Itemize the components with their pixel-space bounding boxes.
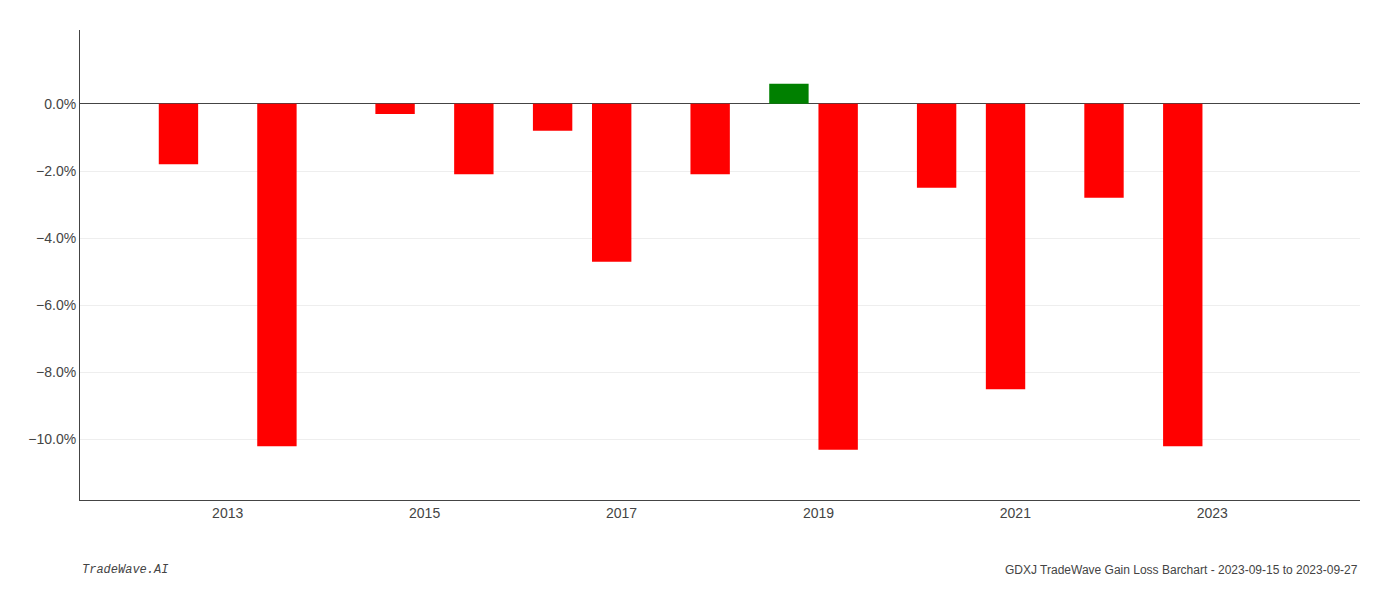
svg-text:−10.0%: −10.0% bbox=[28, 431, 76, 447]
svg-text:2019: 2019 bbox=[803, 505, 834, 521]
svg-text:−6.0%: −6.0% bbox=[36, 297, 76, 313]
svg-text:0.0%: 0.0% bbox=[44, 96, 76, 112]
svg-text:2023: 2023 bbox=[1197, 505, 1228, 521]
svg-text:−2.0%: −2.0% bbox=[36, 163, 76, 179]
svg-text:−8.0%: −8.0% bbox=[36, 364, 76, 380]
svg-text:2021: 2021 bbox=[1000, 505, 1031, 521]
svg-text:GDXJ TradeWave Gain Loss Barch: GDXJ TradeWave Gain Loss Barchart - 2023… bbox=[1005, 563, 1358, 577]
svg-text:2017: 2017 bbox=[606, 505, 637, 521]
svg-text:2013: 2013 bbox=[212, 505, 243, 521]
svg-text:TradeWave.AI: TradeWave.AI bbox=[82, 563, 168, 577]
svg-text:−4.0%: −4.0% bbox=[36, 230, 76, 246]
svg-text:2015: 2015 bbox=[409, 505, 440, 521]
